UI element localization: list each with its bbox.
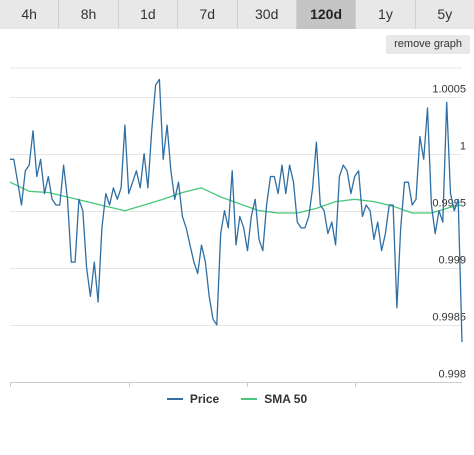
tab-5y[interactable]: 5y: [415, 0, 474, 29]
tab-120d[interactable]: 120d: [296, 0, 357, 29]
tab-7d[interactable]: 7d: [178, 0, 238, 29]
y-tick-label: 0.999: [438, 255, 466, 267]
legend-item-sma50[interactable]: SMA 50: [241, 392, 307, 406]
chart-legend: Price SMA 50: [0, 392, 474, 406]
y-tick-label: 1: [460, 141, 466, 153]
legend-item-price[interactable]: Price: [166, 392, 220, 406]
tab-1y[interactable]: 1y: [356, 0, 416, 29]
y-tick-label: 1.0005: [432, 84, 466, 96]
y-tick-label: 0.9985: [432, 312, 466, 324]
price-swatch-icon: [166, 398, 183, 400]
tab-30d[interactable]: 30d: [237, 0, 297, 29]
remove-graph-button[interactable]: remove graph: [386, 35, 470, 54]
sma50-swatch-icon: [241, 398, 258, 400]
y-tick-label: 0.998: [438, 369, 466, 381]
timeframe-tabs: 4h 8h 1d 7d 30d 120d 1y 5y: [0, 0, 474, 29]
legend-label-price: Price: [189, 392, 220, 406]
tab-8h[interactable]: 8h: [59, 0, 119, 29]
price-series-line: [10, 78, 463, 343]
tab-1d[interactable]: 1d: [118, 0, 179, 29]
legend-label-sma50: SMA 50: [264, 392, 308, 406]
tab-4h[interactable]: 4h: [0, 0, 60, 29]
